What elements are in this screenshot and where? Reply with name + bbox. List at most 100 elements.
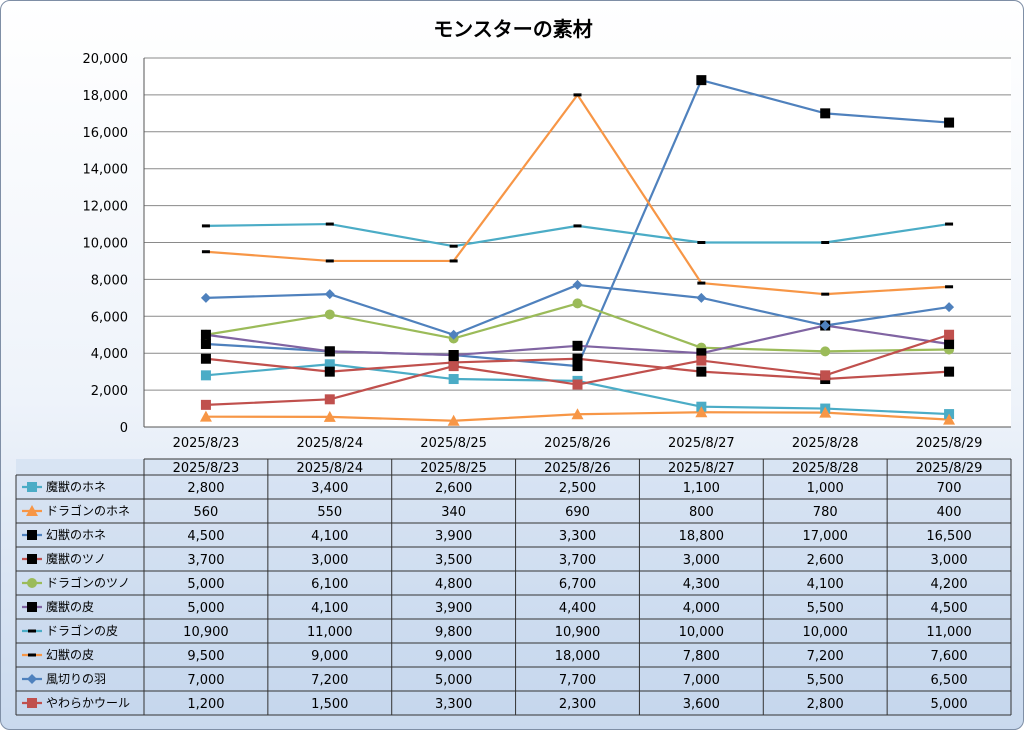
table-cell: 3,700 <box>559 553 596 568</box>
data-point <box>572 298 583 309</box>
table-cell: 2,500 <box>559 481 596 496</box>
table-cell: 7,800 <box>683 649 720 664</box>
data-point <box>696 292 707 303</box>
table-cell: 700 <box>937 481 962 496</box>
data-point <box>695 406 708 418</box>
y-tick-label: 16,000 <box>83 126 129 141</box>
table-cell: 7,000 <box>683 673 720 688</box>
y-tick-label: 8,000 <box>91 273 128 288</box>
table-cell: 2,800 <box>187 481 224 496</box>
legend-label: 幻獣の皮 <box>46 648 94 662</box>
table-cell: 6,700 <box>559 577 596 592</box>
data-point <box>697 241 706 244</box>
data-point <box>324 346 335 357</box>
legend-key-marker <box>28 629 36 633</box>
data-point <box>696 366 707 377</box>
data-point <box>325 259 334 263</box>
table-cell: 4,800 <box>435 577 472 592</box>
data-point <box>200 370 211 381</box>
table-cell: 3,600 <box>683 697 720 712</box>
table-cell: 3,300 <box>435 697 472 712</box>
table-cell: 3,400 <box>311 481 348 496</box>
data-point <box>944 329 955 340</box>
table-cell: 5,000 <box>187 577 224 592</box>
table-cell: 11,000 <box>307 625 353 640</box>
table-cell: 1,000 <box>807 481 844 496</box>
data-point <box>449 259 458 263</box>
y-tick-label: 4,000 <box>91 347 128 362</box>
table-cell: 16,500 <box>926 529 972 544</box>
data-point <box>200 399 211 410</box>
data-point <box>820 346 831 357</box>
table-cell: 3,000 <box>683 553 720 568</box>
table-header-cell: 2025/8/23 <box>173 461 240 476</box>
data-point <box>821 292 830 296</box>
y-tick-label: 10,000 <box>83 237 129 252</box>
x-tick-label: 2025/8/26 <box>544 436 611 451</box>
data-point <box>572 353 583 364</box>
table-cell: 2,600 <box>435 481 472 496</box>
table-cell: 17,000 <box>802 529 848 544</box>
legend-key-marker <box>27 530 37 540</box>
table-cell: 11,000 <box>926 625 972 640</box>
table-cell: 3,900 <box>435 529 472 544</box>
table-cell: 10,900 <box>183 625 229 640</box>
data-point <box>449 244 458 248</box>
data-point <box>820 320 831 331</box>
y-tick-label: 6,000 <box>91 310 128 325</box>
table-cell: 18,000 <box>555 649 601 664</box>
data-point <box>200 338 211 349</box>
data-point <box>571 408 584 420</box>
table-cell: 2,800 <box>807 697 844 712</box>
y-tick-label: 20,000 <box>83 52 129 67</box>
data-point <box>820 370 831 381</box>
table-cell: 7,600 <box>930 649 967 664</box>
table-header-cell: 2025/8/25 <box>420 461 487 476</box>
table-cell: 340 <box>441 505 466 520</box>
legend-label: ドラゴンのツノ <box>46 575 130 590</box>
table-cell: 3,700 <box>187 553 224 568</box>
table-cell: 10,900 <box>555 625 601 640</box>
table-cell: 4,200 <box>930 577 967 592</box>
x-tick-label: 2025/8/28 <box>792 436 859 451</box>
data-point <box>447 414 460 426</box>
data-point <box>448 361 459 372</box>
table-cell: 4,100 <box>807 577 844 592</box>
data-point <box>200 329 211 340</box>
data-point <box>944 302 955 313</box>
table-header-cell: 2025/8/24 <box>296 461 363 476</box>
table-cell: 4,100 <box>311 601 348 616</box>
table-cell: 3,900 <box>435 601 472 616</box>
x-tick-label: 2025/8/29 <box>916 436 983 451</box>
table-cell: 7,200 <box>807 649 844 664</box>
data-point <box>821 241 830 244</box>
table-cell: 4,000 <box>683 601 720 616</box>
data-point <box>944 117 955 128</box>
x-tick-label: 2025/8/25 <box>420 436 487 451</box>
y-tick-label: 18,000 <box>83 89 129 104</box>
table-cell: 6,100 <box>311 577 348 592</box>
data-point <box>943 413 956 425</box>
data-point <box>324 309 335 320</box>
table-cell: 5,000 <box>435 673 472 688</box>
data-point <box>199 410 212 422</box>
table-cell: 4,500 <box>930 601 967 616</box>
legend-key-marker <box>27 554 37 564</box>
table-cell: 5,500 <box>807 673 844 688</box>
table-cell: 3,000 <box>930 553 967 568</box>
legend-label: 幻獣のホネ <box>46 528 106 542</box>
data-point <box>200 292 211 303</box>
data-point <box>696 355 707 366</box>
chart-title: モンスターの素材 <box>433 17 593 41</box>
table-cell: 9,800 <box>435 625 472 640</box>
table-header-cell: 2025/8/29 <box>916 461 983 476</box>
data-point <box>573 93 582 97</box>
data-point <box>696 348 707 359</box>
legend-key-marker <box>28 653 36 657</box>
table-cell: 4,300 <box>683 577 720 592</box>
table-cell: 2,300 <box>559 697 596 712</box>
data-point <box>697 281 706 285</box>
table-cell: 800 <box>689 505 714 520</box>
